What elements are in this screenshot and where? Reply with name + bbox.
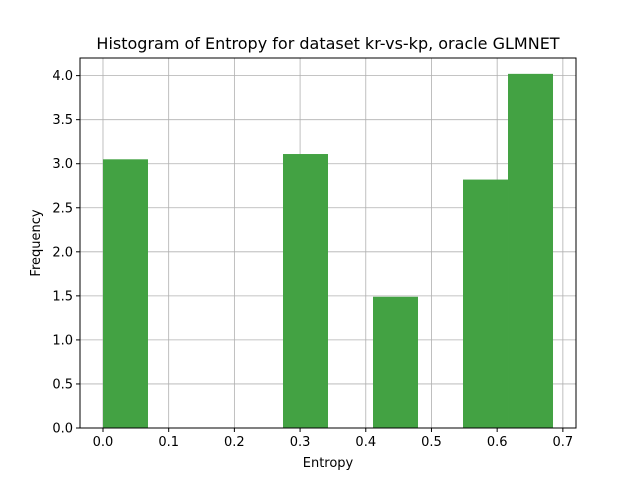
x-tick-label: 0.2 xyxy=(224,435,245,450)
y-tick-label: 1.0 xyxy=(52,333,73,348)
y-tick-label: 2.0 xyxy=(52,245,73,260)
x-tick-label: 0.3 xyxy=(290,435,311,450)
histogram-bar xyxy=(282,154,328,428)
y-tick-label: 0.5 xyxy=(52,377,73,392)
chart-title: Histogram of Entropy for dataset kr-vs-k… xyxy=(96,34,559,53)
y-tick-label: 2.5 xyxy=(52,201,73,216)
y-tick-label: 3.0 xyxy=(52,157,73,172)
x-tick-label: 0.0 xyxy=(93,435,114,450)
y-axis-ticks: 0.0 0.5 1.0 1.5 2.0 2.5 3.0 3.5 4.0 xyxy=(52,69,80,437)
x-tick-label: 0.1 xyxy=(158,435,179,450)
x-tick-label: 0.7 xyxy=(553,435,574,450)
y-axis-label: Frequency xyxy=(29,209,44,276)
x-tick-label: 0.4 xyxy=(355,435,376,450)
x-axis-ticks: 0.0 0.1 0.2 0.3 0.4 0.5 0.6 0.7 xyxy=(93,428,574,450)
x-axis-label: Entropy xyxy=(303,456,354,471)
histogram-bar xyxy=(463,179,509,428)
histogram-bar xyxy=(373,296,419,428)
histogram-bars xyxy=(102,73,554,429)
y-tick-label: 3.5 xyxy=(52,113,73,128)
plot-frame xyxy=(79,57,577,429)
histogram-bar xyxy=(102,159,148,429)
y-tick-label: 0.0 xyxy=(52,422,73,437)
y-tick-label: 1.5 xyxy=(52,289,73,304)
x-tick-label: 0.5 xyxy=(421,435,442,450)
y-tick-label: 4.0 xyxy=(52,69,73,84)
x-tick-label: 0.6 xyxy=(487,435,508,450)
histogram-bar xyxy=(508,73,554,428)
